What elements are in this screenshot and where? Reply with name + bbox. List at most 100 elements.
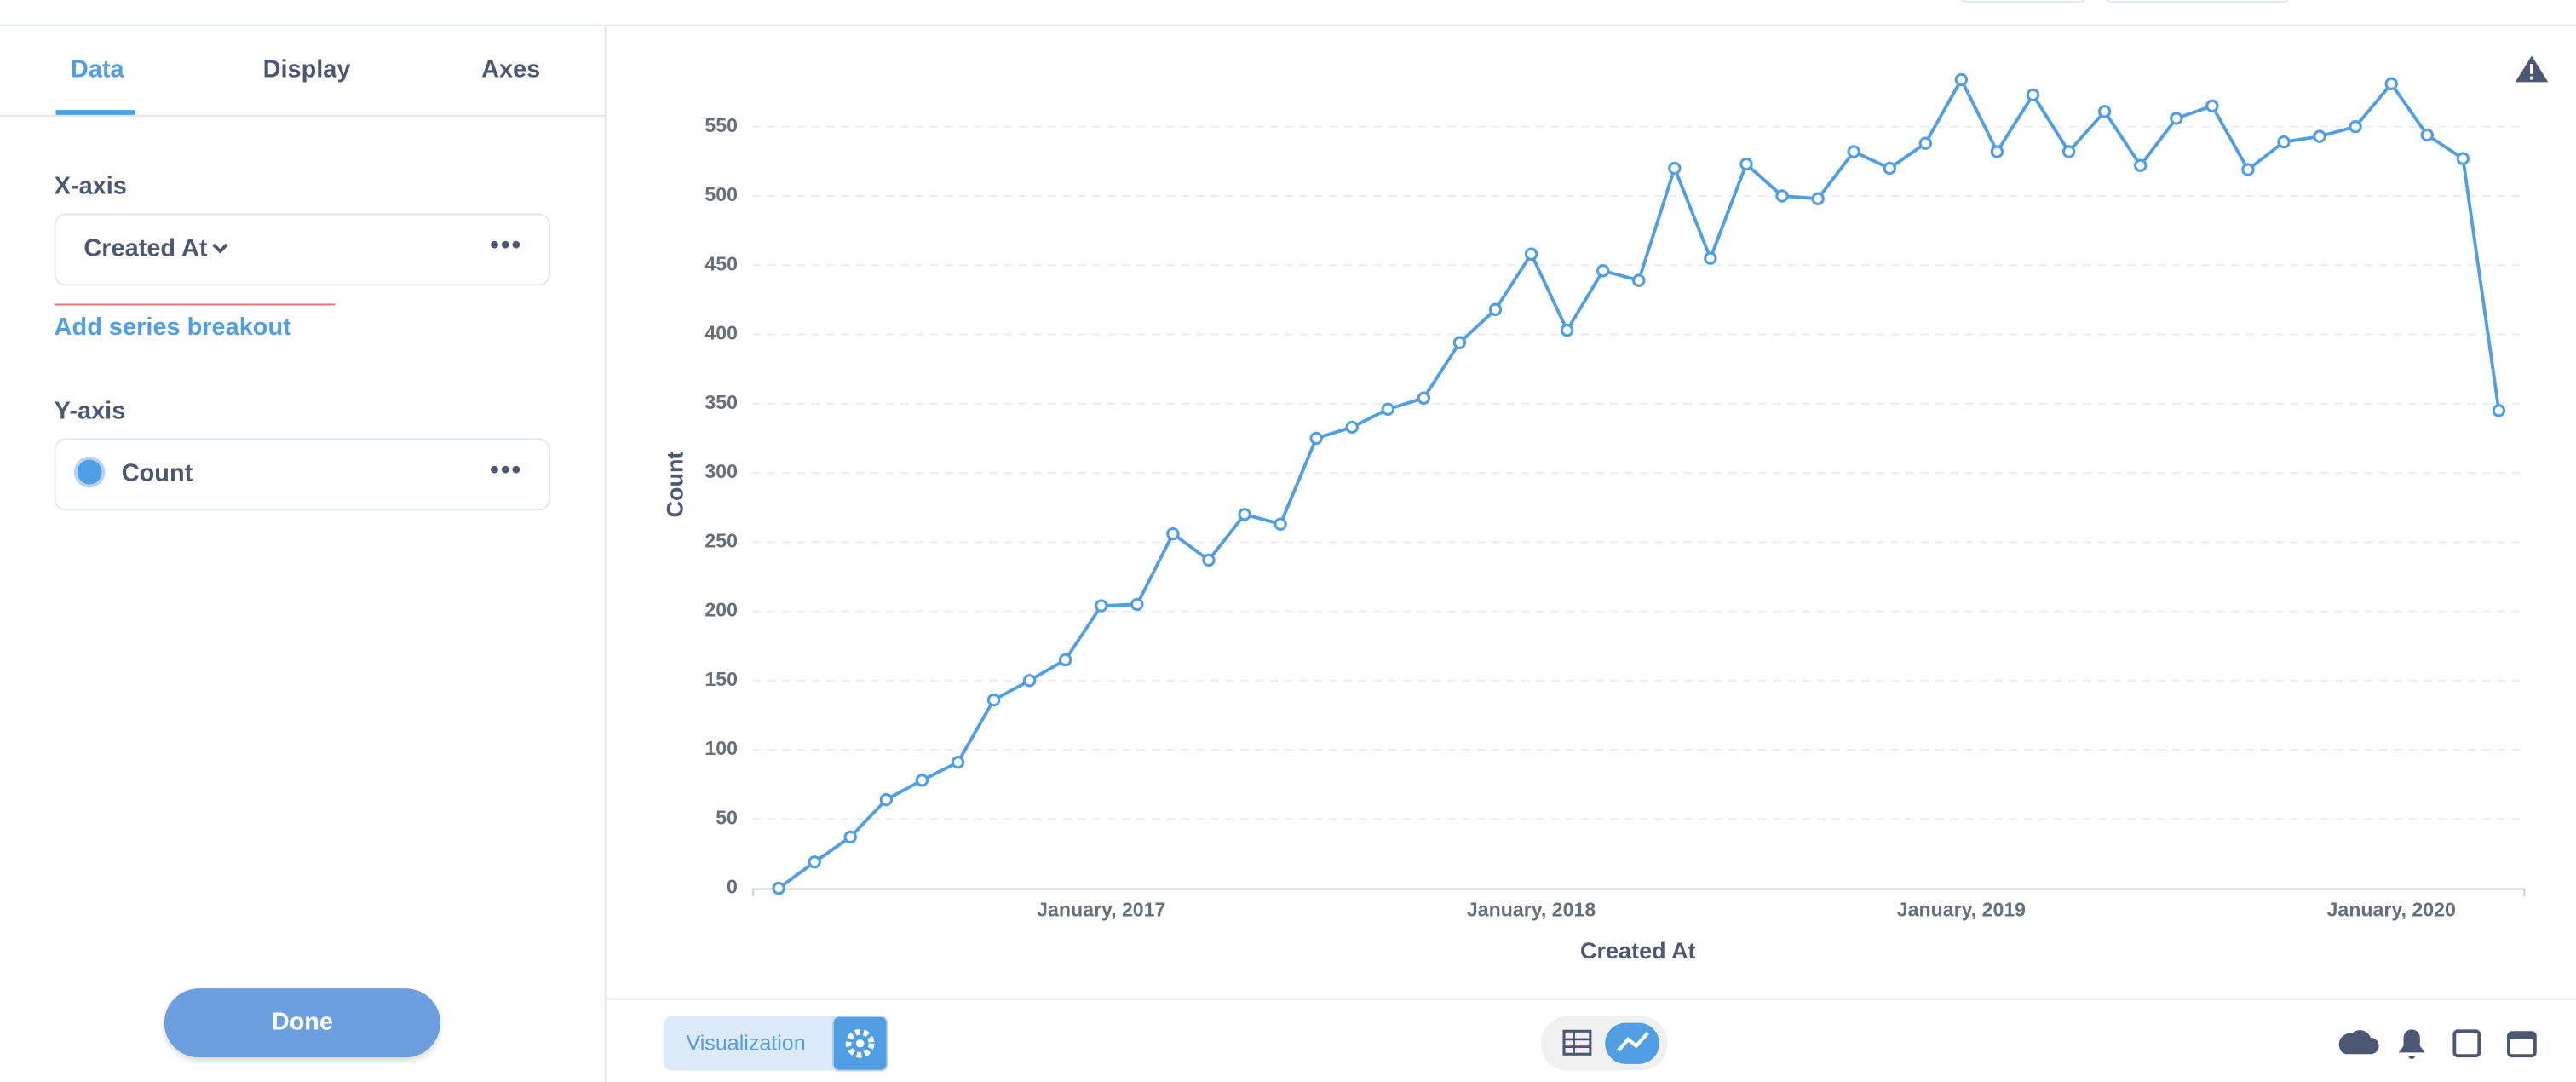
- x-axis-label: Created At: [1580, 938, 1696, 964]
- point: [2241, 163, 2255, 176]
- y-tick-label: 500: [704, 183, 738, 205]
- done-button[interactable]: Done: [164, 988, 440, 1058]
- more-button[interactable]: •••: [490, 231, 523, 260]
- y-field: Count: [121, 459, 193, 488]
- y-tick-label: 250: [704, 529, 738, 551]
- x-field-picker[interactable]: Created At •••: [54, 213, 551, 286]
- point: [1596, 264, 1610, 278]
- gear-center: [855, 1039, 865, 1048]
- point: [1022, 674, 1037, 688]
- tab[interactable]: Axes: [481, 55, 541, 84]
- point: [2313, 129, 2326, 143]
- tab[interactable]: Display: [262, 55, 351, 84]
- point: [1560, 323, 1574, 337]
- tab-divider: [0, 114, 605, 117]
- visualization-label[interactable]: Visualization: [686, 1031, 805, 1055]
- y-tick-label: 50: [716, 806, 738, 828]
- point: [879, 792, 894, 807]
- tab-underline: [55, 110, 135, 115]
- y-tick-label: 200: [704, 599, 738, 621]
- point: [1202, 553, 1216, 567]
- point: [2492, 404, 2506, 417]
- y-tick-label: 450: [704, 252, 738, 274]
- point: [1883, 161, 1896, 176]
- top-button[interactable]: [1960, 0, 2087, 3]
- point: [1345, 420, 1359, 435]
- point: [772, 881, 785, 895]
- point: [1058, 653, 1072, 667]
- point: [1811, 192, 1825, 205]
- point: [1130, 597, 1144, 612]
- x-tick-label: January, 2019: [1897, 899, 2026, 921]
- point: [2170, 112, 2183, 125]
- point: [1381, 402, 1395, 416]
- x-tick-label: January, 2017: [1037, 899, 1165, 921]
- point: [808, 855, 821, 869]
- y-tick-label: 0: [727, 876, 738, 898]
- y-tick-label: 550: [704, 114, 738, 136]
- gear-icon: [845, 1028, 875, 1058]
- y-field-picker[interactable]: Count •••: [54, 438, 551, 511]
- point: [1918, 136, 1933, 150]
- table-icon[interactable]: [1562, 1029, 1592, 1056]
- point: [1775, 189, 1789, 203]
- point: [915, 774, 929, 787]
- x-tick-label: January, 2020: [2327, 899, 2456, 921]
- point: [2384, 77, 2398, 91]
- warning-icon[interactable]: [2515, 55, 2549, 83]
- x-field[interactable]: Created At: [83, 234, 208, 263]
- y-tick-label: 350: [704, 391, 738, 413]
- point: [986, 693, 1001, 707]
- chevron: [212, 243, 228, 254]
- point: [2277, 135, 2291, 149]
- tab[interactable]: Data: [70, 55, 124, 84]
- point: [2205, 99, 2219, 113]
- y-axis-label: Count: [663, 452, 688, 518]
- series-color[interactable]: [77, 459, 102, 485]
- point: [2420, 128, 2434, 142]
- point: [2061, 145, 2076, 158]
- point: [1095, 599, 1108, 613]
- top-button[interactable]: [2105, 0, 2291, 3]
- point: [1847, 145, 1860, 158]
- sidebar: Data Display Axes X-axis Created At ••• …: [0, 26, 607, 1082]
- point: [2134, 158, 2148, 172]
- line: [778, 76, 2501, 890]
- y-axis-heading: Y-axis: [54, 397, 126, 426]
- point: [1990, 145, 2004, 158]
- point: [2097, 105, 2112, 118]
- footer-icons[interactable]: [2338, 1029, 2537, 1060]
- y-tick-label: 150: [704, 668, 738, 690]
- y-tick-label: 100: [704, 737, 738, 759]
- point: [2456, 152, 2470, 165]
- more-button[interactable]: •••: [490, 456, 523, 485]
- y-tick-label: 400: [704, 322, 738, 344]
- point: [1452, 336, 1467, 349]
- y-tick-label: 300: [704, 460, 738, 482]
- point: [2026, 88, 2040, 102]
- point: [1739, 157, 1753, 171]
- point: [1488, 302, 1503, 316]
- underline: [54, 303, 336, 306]
- point: [1668, 161, 1682, 176]
- point: [1274, 517, 1287, 531]
- visualization-button[interactable]: [664, 1016, 888, 1071]
- point: [1417, 391, 1431, 405]
- point: [1704, 251, 1717, 265]
- point: [1524, 247, 1538, 261]
- point: [1238, 508, 1251, 521]
- x-tick-label: January, 2018: [1467, 899, 1596, 921]
- point: [951, 756, 965, 769]
- point: [1166, 527, 1180, 541]
- point: [2349, 120, 2362, 134]
- point: [1954, 72, 1969, 87]
- point: [1309, 431, 1323, 446]
- point: [1632, 273, 1646, 287]
- line-icon: [1617, 1031, 1649, 1052]
- add-breakout[interactable]: Add series breakout: [54, 314, 291, 342]
- x-axis-heading: X-axis: [54, 172, 127, 201]
- point: [843, 830, 858, 844]
